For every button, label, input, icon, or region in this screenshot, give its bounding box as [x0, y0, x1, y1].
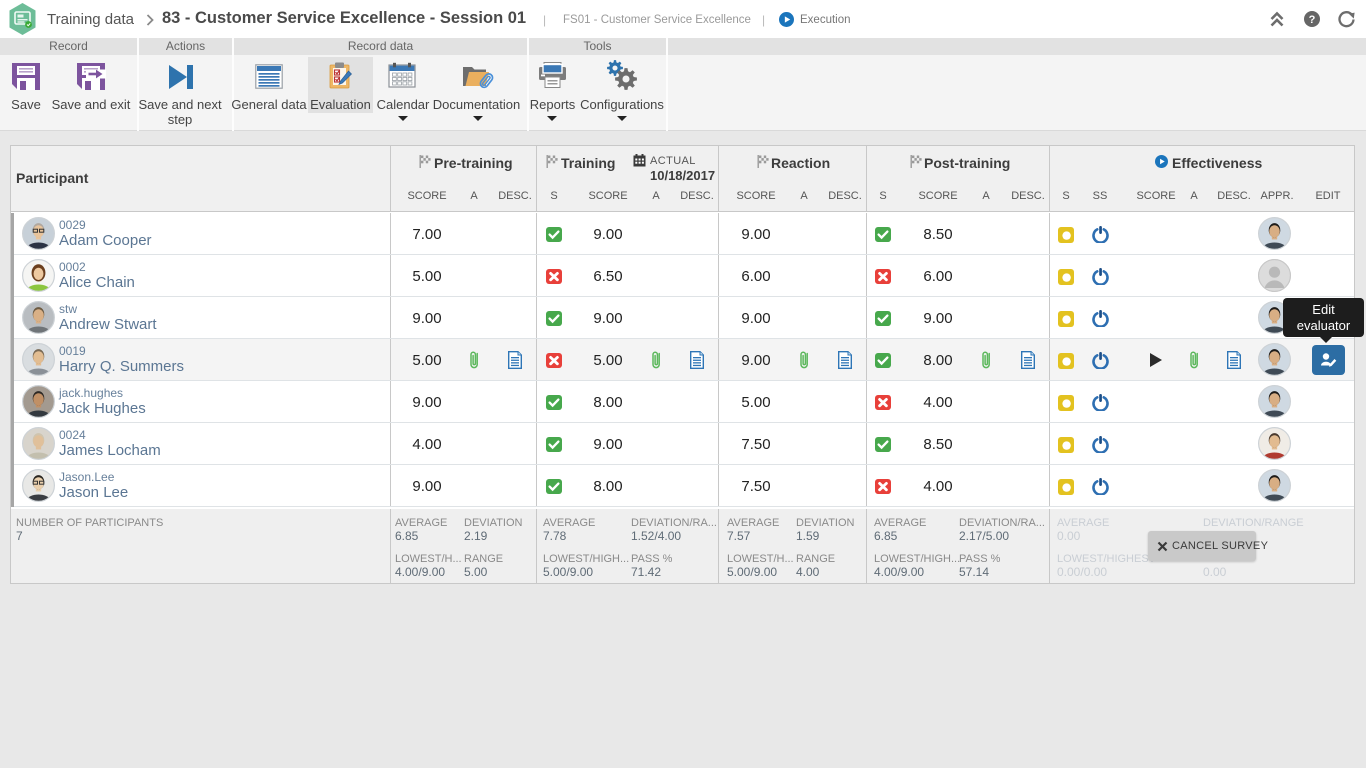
svg-text:?: ?: [1309, 14, 1316, 26]
